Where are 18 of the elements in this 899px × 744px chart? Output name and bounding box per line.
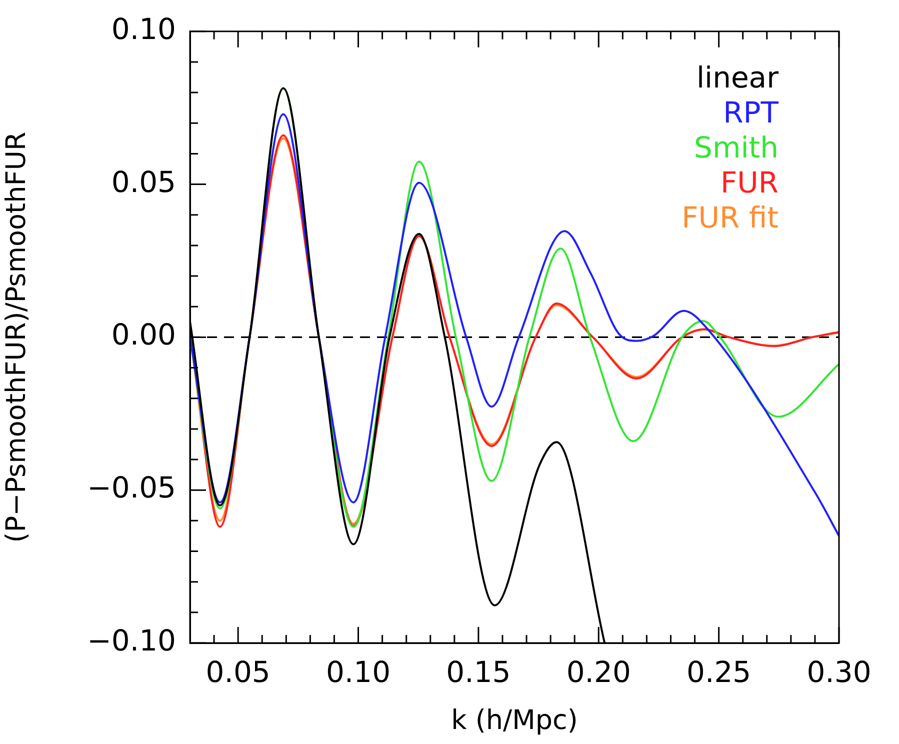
text: Smith xyxy=(694,130,778,164)
x-tick-label: 0.10 xyxy=(326,654,391,689)
y-axis-title: (P−PsmoothFUR)/PsmoothFUR xyxy=(1,132,32,543)
y-tick-label: 0.10 xyxy=(111,12,176,46)
x-tick-label: 0.20 xyxy=(566,654,631,689)
text: RPT xyxy=(723,95,779,130)
x-axis-title: k (h/Mpc) xyxy=(451,704,578,736)
y-tick-label: −0.10 xyxy=(87,624,176,658)
x-tick-label: 0.30 xyxy=(806,654,872,689)
y-tick-label: −0.05 xyxy=(87,470,176,505)
text: FUR fit xyxy=(682,200,778,234)
x-tick-label: 0.05 xyxy=(206,654,270,689)
text: FUR xyxy=(720,165,778,200)
x-tick-label: 0.25 xyxy=(686,654,752,689)
y-tick-label: 0.05 xyxy=(111,164,176,199)
y-tick-label: 0.00 xyxy=(111,318,176,352)
x-tick-label: 0.15 xyxy=(446,654,511,689)
legend-label: linear xyxy=(696,60,779,94)
